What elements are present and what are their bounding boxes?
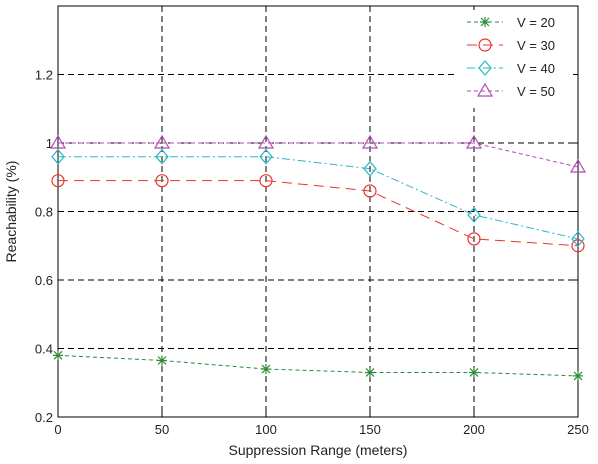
data-point-series-4 — [465, 134, 483, 149]
data-point-series-3 — [363, 160, 377, 177]
data-point-series-2 — [571, 239, 585, 253]
data-point-series-4 — [153, 134, 171, 149]
data-point-series-2 — [51, 174, 65, 188]
data-point-series-1 — [157, 355, 167, 366]
data-point-series-2 — [467, 232, 481, 246]
data-point-series-3 — [467, 207, 481, 223]
data-point-series-4 — [49, 134, 67, 149]
data-point-series-1 — [365, 367, 375, 378]
legend-label-3: V = 40 — [517, 61, 555, 76]
data-point-series-3 — [51, 148, 65, 165]
data-point-series-4 — [361, 134, 379, 149]
x-tick-label: 100 — [255, 422, 277, 437]
x-tick-label: 150 — [359, 422, 381, 437]
series-line-1 — [57, 354, 579, 377]
x-tick-label: 250 — [567, 422, 589, 437]
y-tick-label: 0.6 — [35, 273, 53, 288]
x-axis-label: Suppression Range (meters) — [229, 442, 408, 458]
series-line-4 — [58, 142, 579, 168]
data-point-series-1 — [261, 364, 271, 375]
x-tick-label: 50 — [155, 422, 169, 437]
legend-label-1: V = 20 — [517, 15, 555, 30]
data-point-series-1 — [53, 350, 63, 361]
data-point-series-2 — [259, 174, 273, 188]
legend-marker-2 — [478, 38, 492, 52]
data-point-series-1 — [573, 370, 583, 381]
data-point-series-1 — [469, 367, 479, 378]
data-point-series-3 — [155, 148, 169, 165]
data-point-series-2 — [363, 184, 377, 198]
x-tick-label: 200 — [463, 422, 485, 437]
data-point-series-2 — [155, 174, 169, 188]
legend-label-4: V = 50 — [517, 84, 555, 99]
legend-label-2: V = 30 — [517, 38, 555, 53]
data-point-series-4 — [257, 134, 275, 149]
y-axis-label: Reachability (%) — [3, 161, 19, 263]
legend-marker-4 — [476, 82, 494, 97]
y-tick-label: 1 — [46, 136, 53, 151]
series-line-2 — [58, 180, 579, 247]
data-point-series-4 — [569, 158, 587, 173]
y-tick-label: 0.4 — [35, 342, 53, 357]
data-point-series-3 — [259, 148, 273, 165]
legend-marker-3 — [478, 60, 492, 76]
legend-box — [455, 10, 573, 108]
x-tick-label: 0 — [54, 422, 61, 437]
data-point-series-3 — [571, 230, 585, 247]
y-tick-label: 1.2 — [35, 68, 53, 83]
y-tick-label: 0.8 — [35, 205, 53, 220]
legend-marker-1 — [480, 17, 490, 27]
series-line-3 — [58, 156, 579, 240]
y-tick-label: 0.2 — [35, 410, 53, 425]
